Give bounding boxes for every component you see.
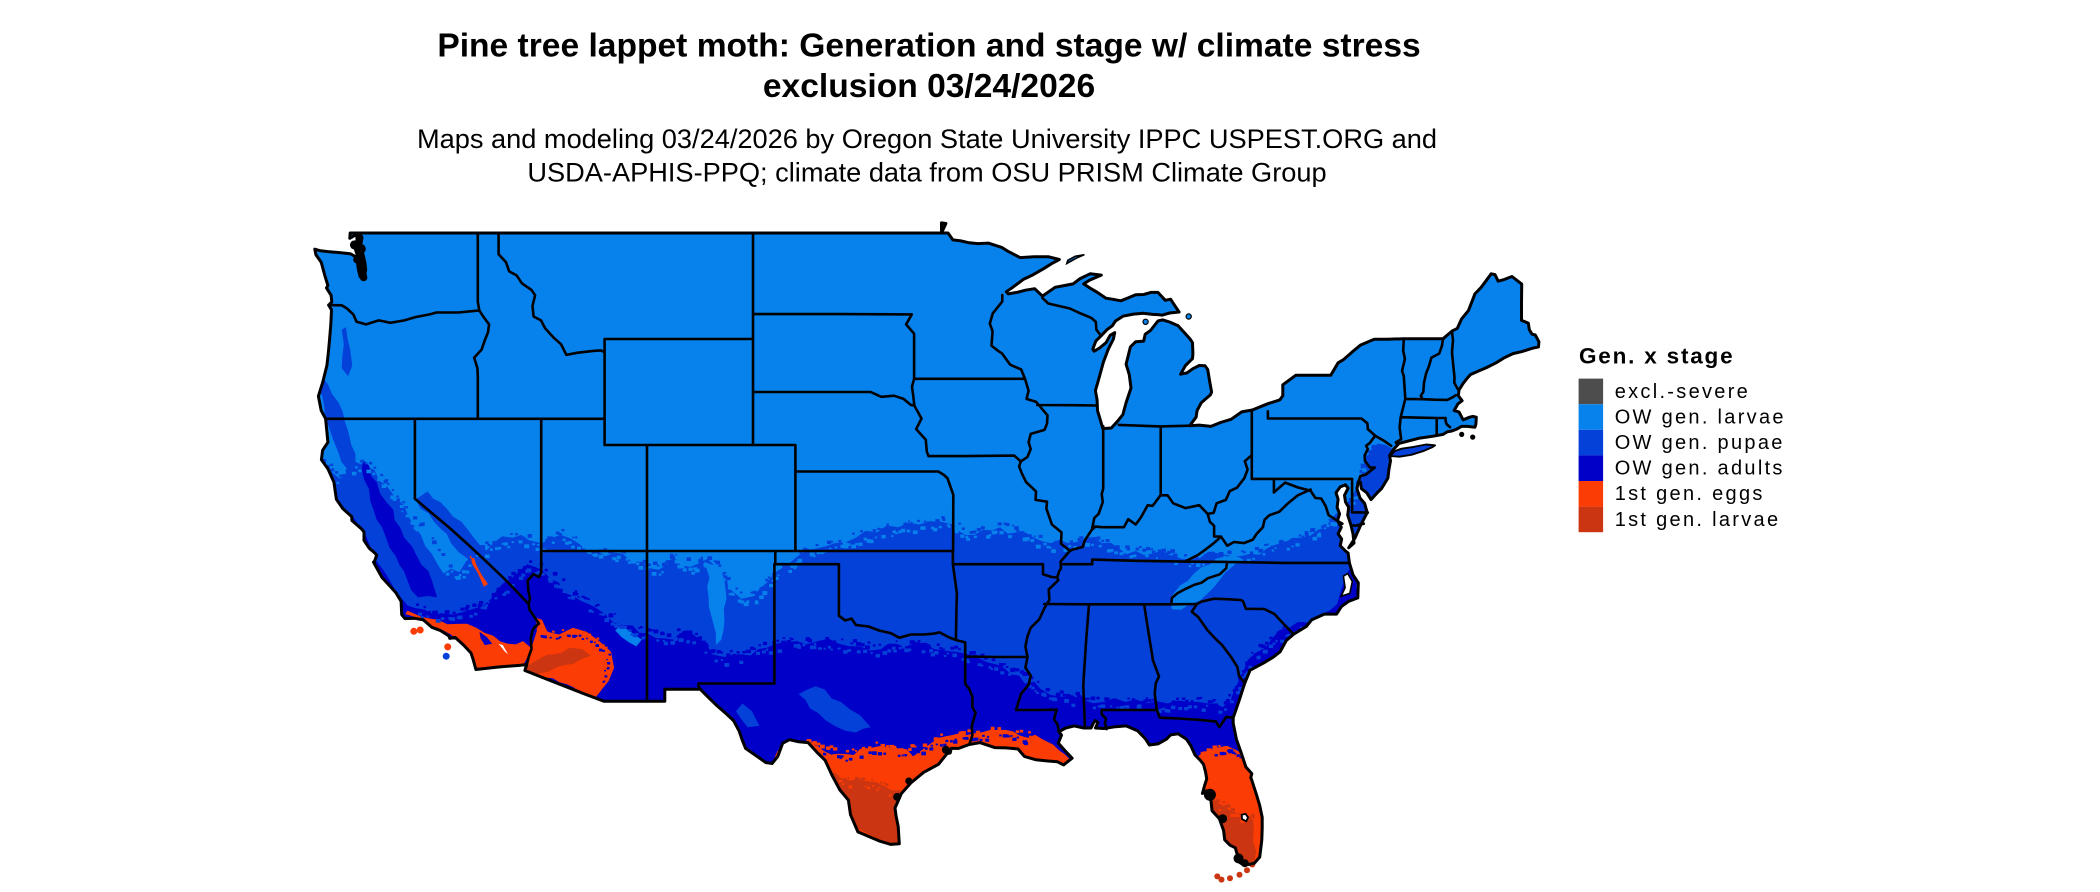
- svg-text:OW gen. larvae: OW gen. larvae: [1615, 406, 1786, 428]
- svg-text:USDA-APHIS-PPQ; climate data f: USDA-APHIS-PPQ; climate data from OSU PR…: [527, 157, 1326, 188]
- svg-text:Maps and modeling 03/24/2026 b: Maps and modeling 03/24/2026 by Oregon S…: [417, 123, 1437, 154]
- svg-text:Gen. x stage: Gen. x stage: [1579, 344, 1734, 369]
- svg-text:OW gen. pupae: OW gen. pupae: [1615, 432, 1785, 454]
- svg-text:exclusion 03/24/2026: exclusion 03/24/2026: [763, 68, 1095, 105]
- svg-text:1st gen. larvae: 1st gen. larvae: [1615, 509, 1781, 531]
- svg-text:excl.-severe: excl.-severe: [1615, 381, 1750, 403]
- svg-text:Pine tree lappet moth: Generat: Pine tree lappet moth: Generation and st…: [437, 28, 1420, 65]
- svg-text:OW gen. adults: OW gen. adults: [1615, 458, 1785, 480]
- svg-text:1st gen. eggs: 1st gen. eggs: [1615, 483, 1765, 505]
